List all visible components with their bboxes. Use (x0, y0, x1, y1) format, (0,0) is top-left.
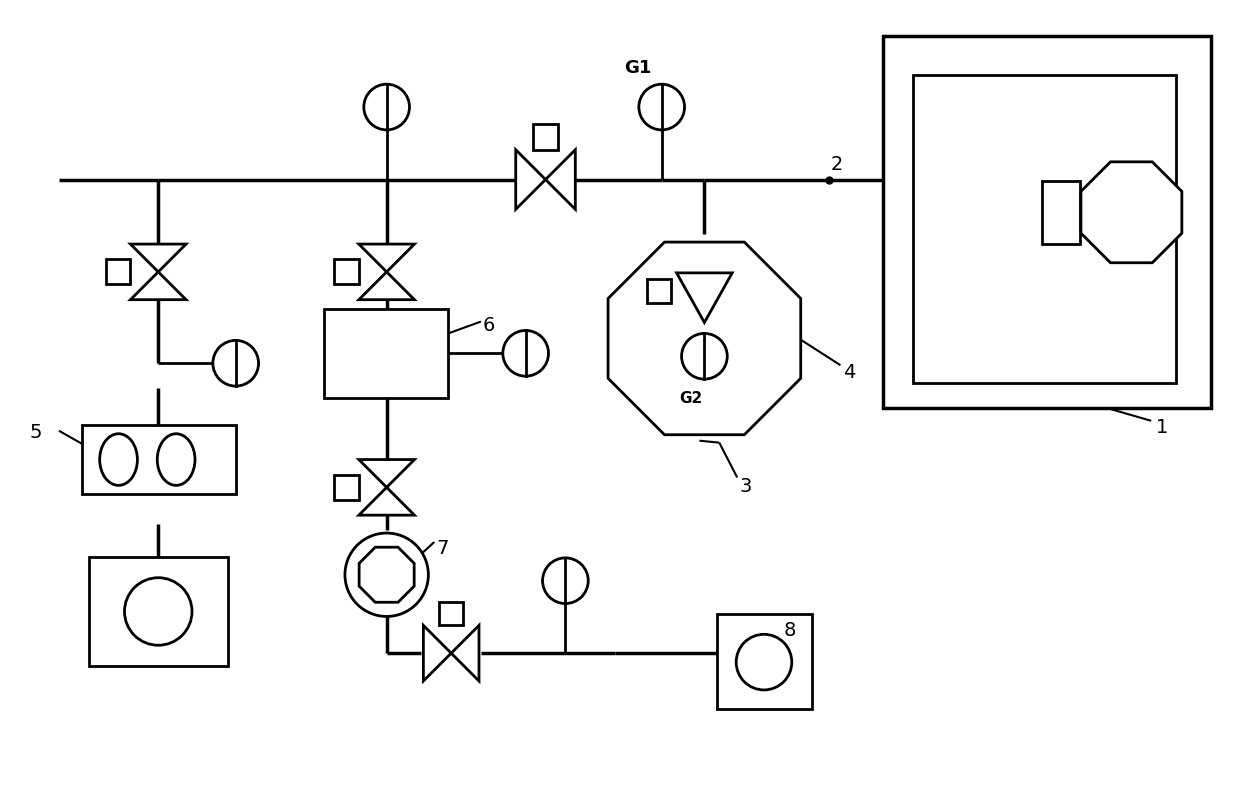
Bar (105, 259, 130, 285)
Bar (324, 308, 448, 398)
Text: 5: 5 (30, 423, 42, 442)
Bar (439, 602, 463, 626)
Bar (883, 36, 1210, 408)
Circle shape (503, 331, 548, 376)
Polygon shape (516, 150, 546, 209)
Polygon shape (423, 626, 451, 681)
Polygon shape (358, 460, 414, 488)
Text: 8: 8 (784, 621, 796, 640)
Circle shape (363, 84, 409, 130)
Text: 7: 7 (436, 539, 449, 558)
Polygon shape (451, 626, 479, 681)
Polygon shape (1081, 162, 1182, 262)
Polygon shape (130, 272, 186, 300)
Polygon shape (358, 272, 414, 300)
Circle shape (737, 634, 792, 690)
Ellipse shape (99, 434, 138, 485)
Text: 4: 4 (843, 363, 856, 382)
Text: G1: G1 (624, 59, 651, 77)
Text: 2: 2 (831, 155, 843, 174)
Circle shape (543, 557, 588, 603)
Text: 1: 1 (1156, 418, 1168, 437)
Bar (647, 279, 671, 303)
Circle shape (682, 333, 727, 379)
Bar (717, 615, 812, 709)
Bar (82, 425, 236, 494)
Polygon shape (358, 488, 414, 515)
Text: G2: G2 (680, 391, 703, 406)
Bar (1042, 181, 1080, 244)
Circle shape (213, 340, 259, 386)
Bar (334, 475, 358, 500)
Text: 6: 6 (482, 316, 495, 335)
Polygon shape (677, 273, 732, 323)
Polygon shape (360, 547, 414, 602)
Circle shape (639, 84, 684, 130)
Bar (89, 557, 228, 666)
Bar (913, 75, 1176, 383)
Circle shape (124, 578, 192, 646)
Text: 3: 3 (739, 477, 751, 496)
Polygon shape (546, 150, 575, 209)
Ellipse shape (157, 434, 195, 485)
Polygon shape (358, 244, 414, 272)
Polygon shape (608, 242, 801, 435)
Polygon shape (130, 244, 186, 272)
Circle shape (345, 533, 428, 616)
Bar (334, 259, 358, 285)
Bar (533, 124, 558, 150)
